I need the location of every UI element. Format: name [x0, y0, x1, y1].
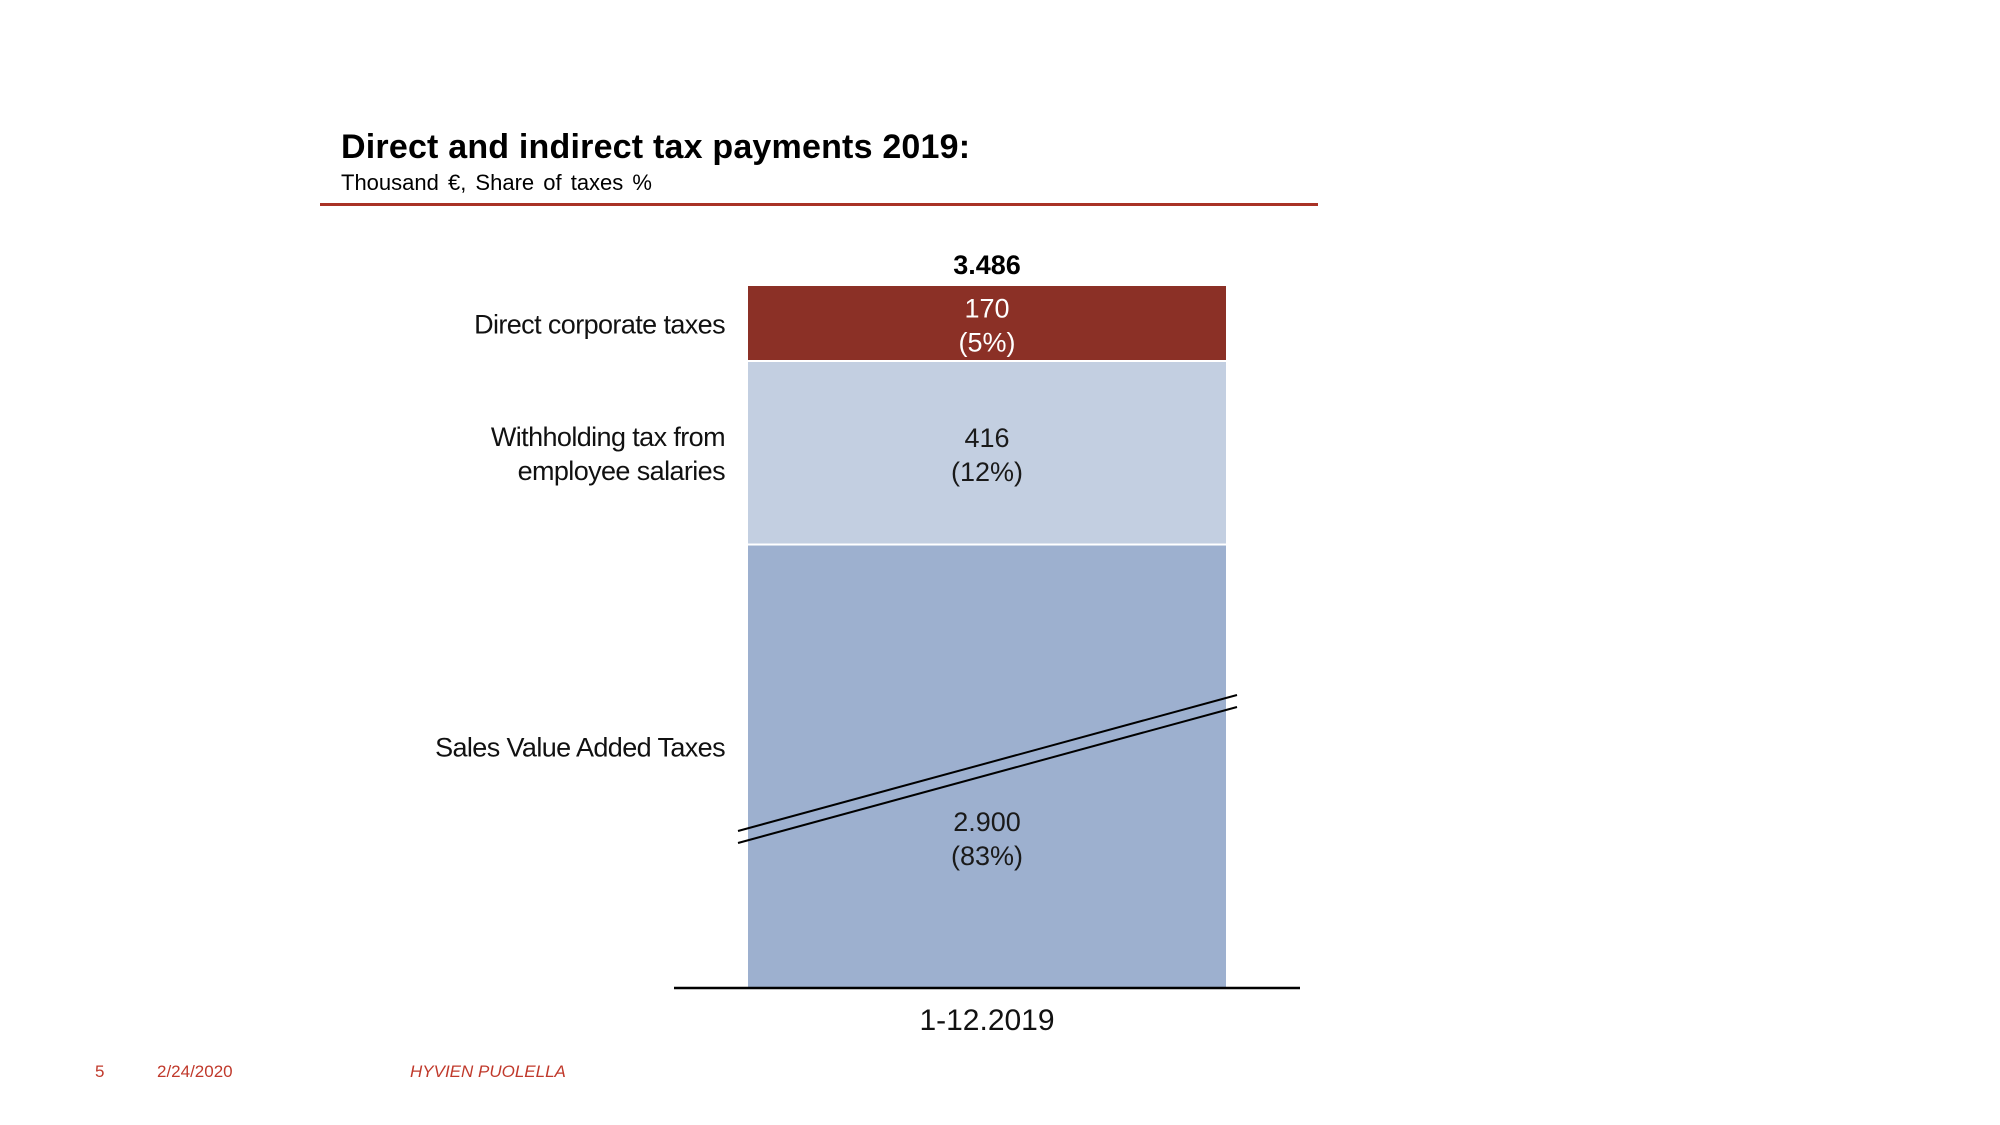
share-label-withholding-tax-from-employee-salaries: (12%): [951, 457, 1023, 487]
series-label-sales-value-added-taxes: Sales Value Added Taxes: [435, 732, 725, 762]
bar-segment-withholding-tax-from-employee-salaries: [748, 362, 1226, 544]
total-label: 3.486: [953, 250, 1021, 280]
share-label-direct-corporate-taxes: (5%): [958, 328, 1015, 358]
series-label-withholding-tax-from-employee-salaries-line-2: employee salaries: [518, 456, 726, 486]
chart-subtitle: Thousand €, Share of taxes %: [341, 170, 652, 195]
value-label-direct-corporate-taxes: 170: [964, 294, 1009, 324]
axis-break-line-1: [737, 694, 1238, 832]
page-number: 5: [95, 1062, 105, 1081]
title-underline: [320, 203, 1318, 206]
bar-segment-direct-corporate-taxes: [748, 286, 1226, 360]
footer-date: 2/24/2020: [157, 1062, 233, 1081]
chart-title: Direct and indirect tax payments 2019:: [341, 128, 971, 166]
series-label-withholding-tax-from-employee-salaries-line-1: Withholding tax from: [491, 422, 725, 452]
axis-break-line-2: [737, 706, 1238, 844]
bar-segment-sales-value-added-taxes: [748, 545, 1226, 988]
category-label: 1-12.2019: [919, 1004, 1054, 1037]
value-label-withholding-tax-from-employee-salaries: 416: [964, 423, 1009, 453]
footer-slogan: HYVIEN PUOLELLA: [410, 1062, 566, 1081]
share-label-sales-value-added-taxes: (83%): [951, 841, 1023, 871]
series-label-direct-corporate-taxes: Direct corporate taxes: [474, 310, 725, 340]
value-label-sales-value-added-taxes: 2.900: [953, 807, 1021, 837]
